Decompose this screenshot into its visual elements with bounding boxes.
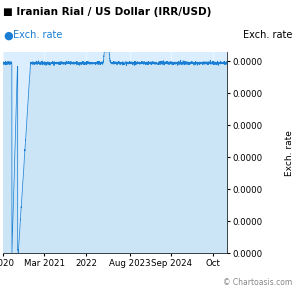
- Text: ●: ●: [3, 30, 13, 40]
- Text: Exch. rate: Exch. rate: [284, 130, 294, 176]
- Text: © Chartoasis.com: © Chartoasis.com: [223, 278, 292, 287]
- Text: Exch. rate: Exch. rate: [243, 30, 292, 40]
- Text: Exch. rate: Exch. rate: [13, 30, 63, 40]
- Text: ■ Iranian Rial / US Dollar (IRR/USD): ■ Iranian Rial / US Dollar (IRR/USD): [3, 7, 211, 17]
